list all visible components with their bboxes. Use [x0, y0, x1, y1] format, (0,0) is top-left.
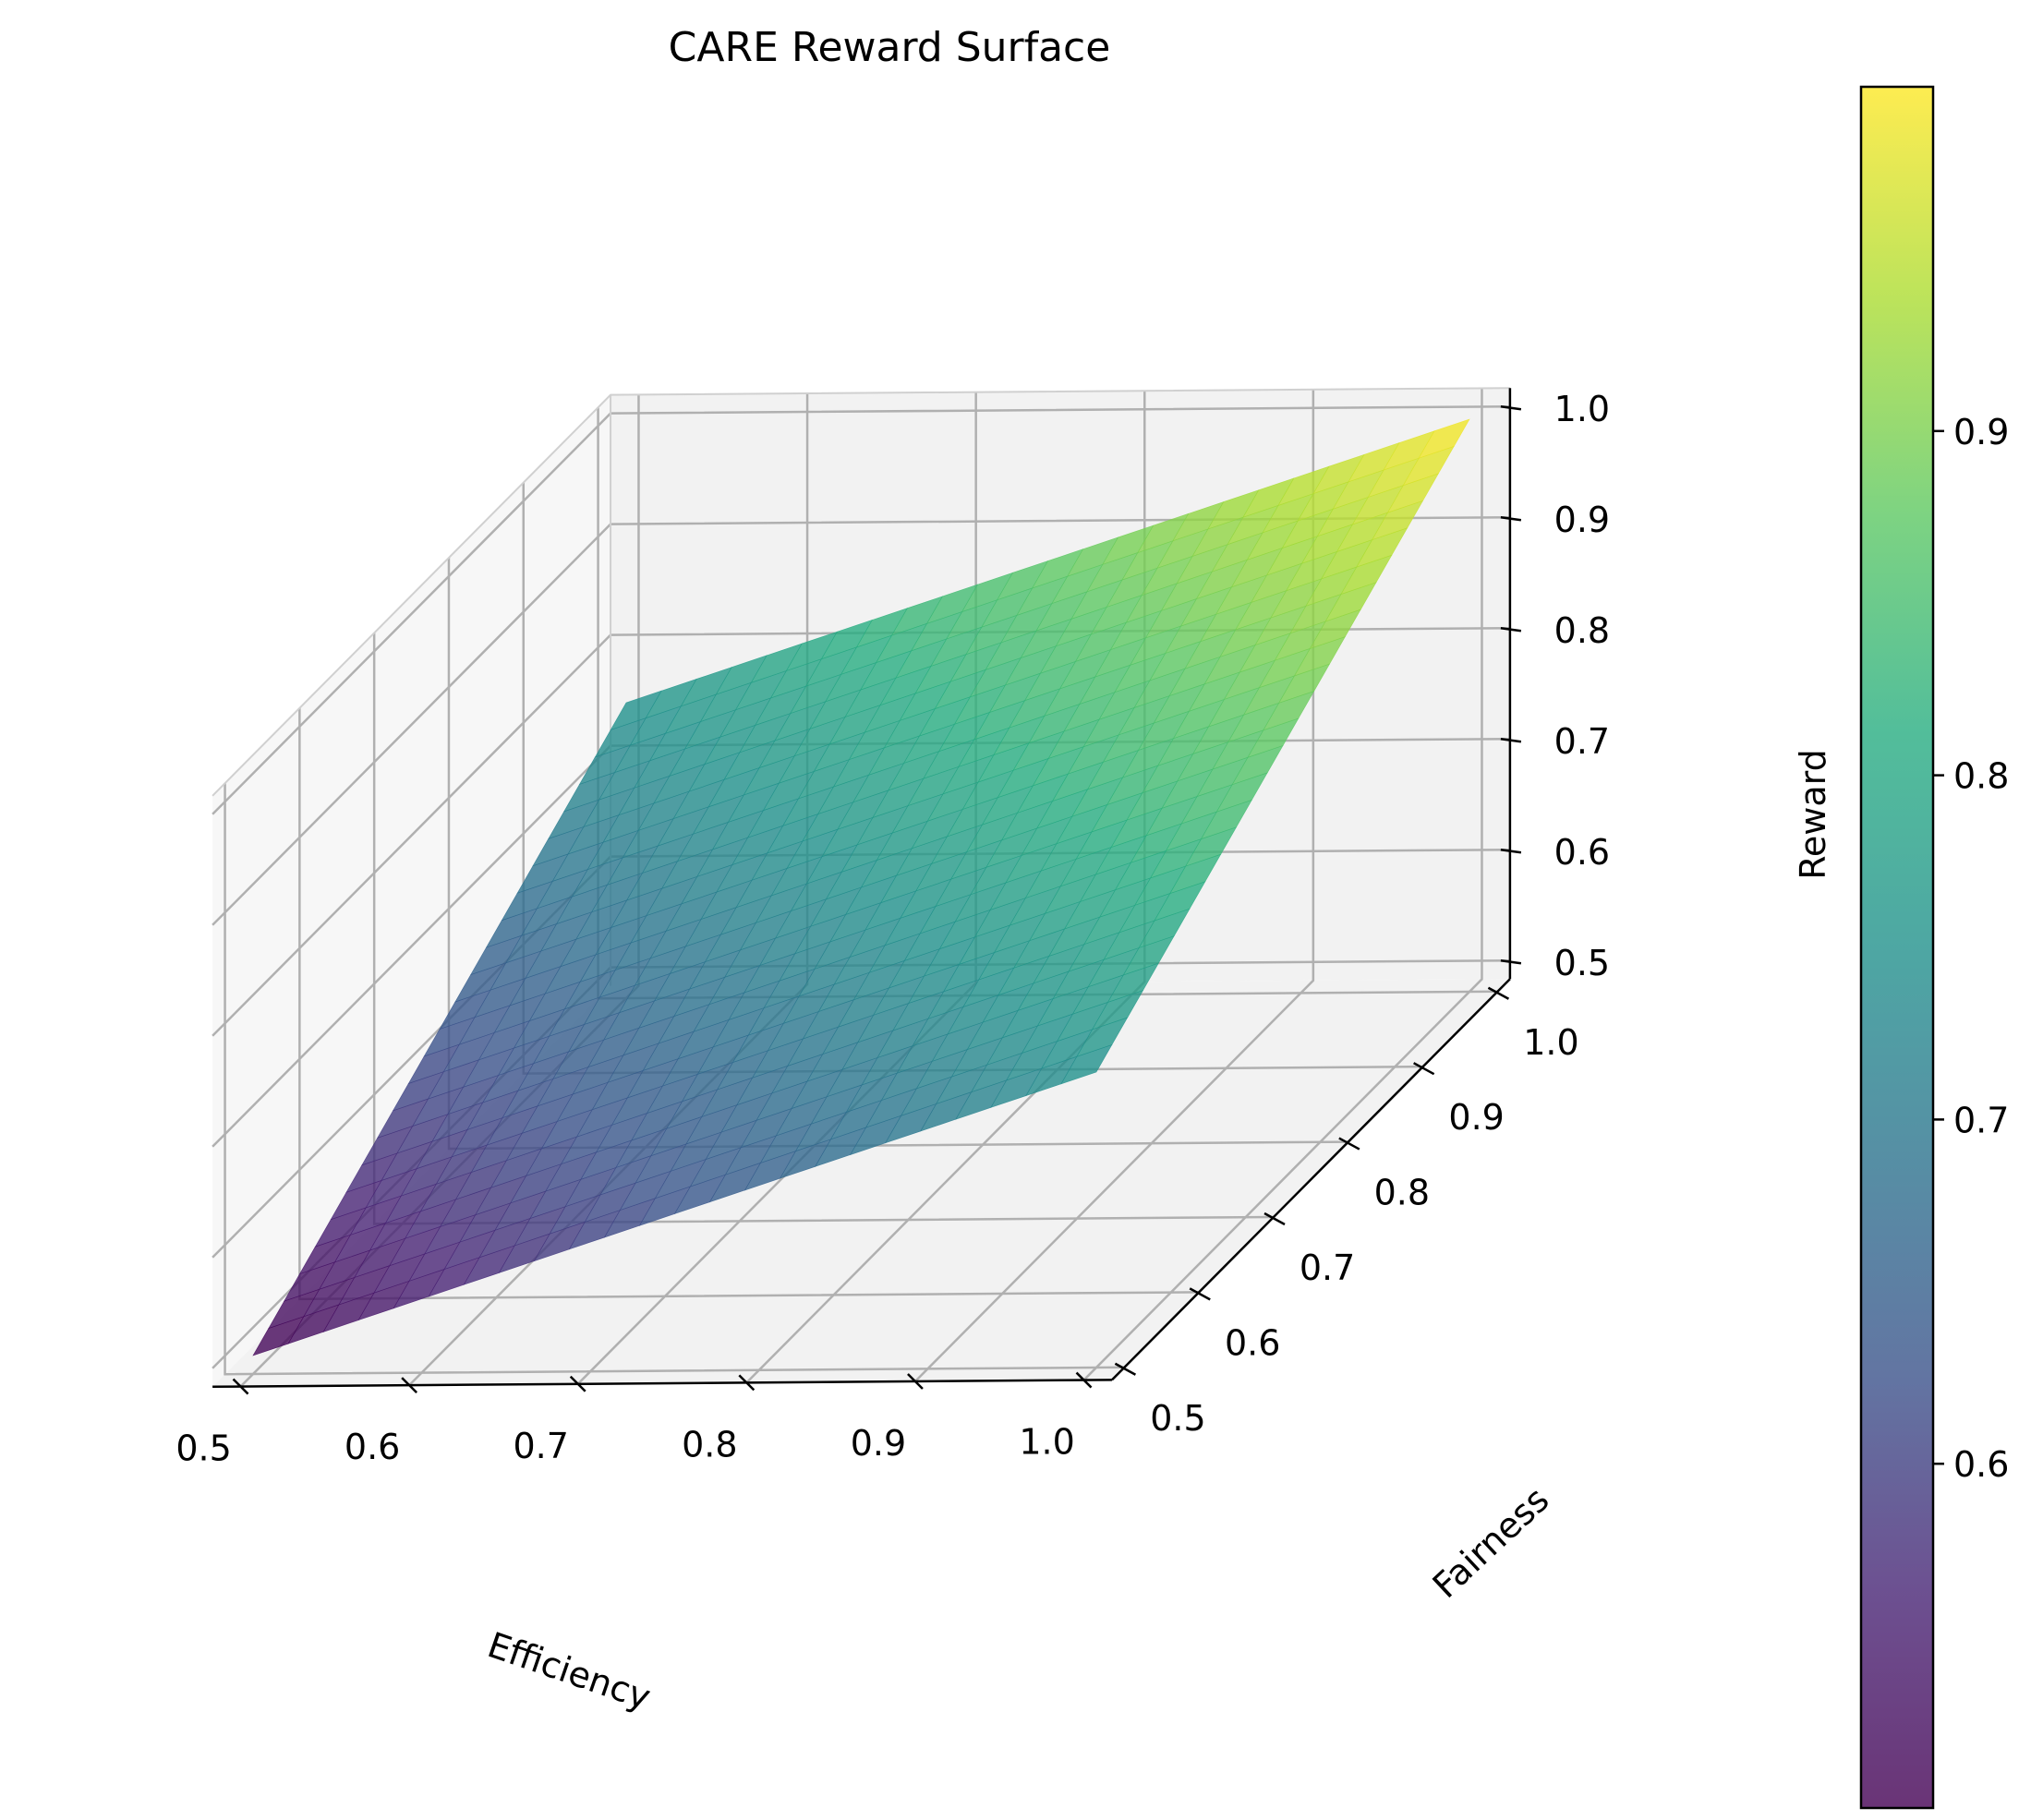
z-tick-label: 0.8 — [1554, 610, 1610, 651]
x-tick — [569, 1375, 586, 1392]
y-tick-label: 0.9 — [1448, 1097, 1504, 1138]
z-tick-label: 0.7 — [1554, 721, 1610, 762]
y-tick — [1413, 1062, 1435, 1076]
colorbar-tick-label: 0.8 — [1953, 756, 2009, 797]
x-axis-label: Efficiency — [483, 1624, 656, 1718]
chart-title: CARE Reward Surface — [669, 24, 1111, 71]
x-tick-label: 0.7 — [514, 1426, 569, 1466]
x-tick-label: 0.6 — [345, 1427, 400, 1467]
colorbar-tick-label: 0.6 — [1953, 1444, 2009, 1485]
y-tick-label: 0.5 — [1150, 1398, 1205, 1439]
z-tick-label: 0.6 — [1554, 832, 1610, 873]
z-tick — [1500, 958, 1522, 965]
z-tick — [1500, 848, 1522, 854]
gridline-y — [224, 783, 1125, 1376]
side-pane — [212, 394, 611, 1387]
y-tick — [1189, 1287, 1211, 1301]
colorbar-tick-label: 0.9 — [1953, 412, 2009, 452]
axis-ticks: 0.5 0.6 0.7 0.8 0.9 1.0 0.5 0.6 0.7 0.8 0.9 1.0 0.5 0… — [175, 389, 1610, 1468]
x-tick-label: 0.9 — [851, 1423, 906, 1464]
y-tick — [1487, 986, 1510, 1000]
x-tick-label: 0.5 — [175, 1428, 231, 1469]
gridline-x — [1082, 388, 1483, 1381]
z-tick — [1500, 737, 1522, 743]
z-tick-label: 0.9 — [1554, 500, 1610, 540]
z-tick — [1500, 515, 1522, 522]
colorbar-tick-label: 0.7 — [1953, 1100, 2009, 1140]
x-tick — [738, 1374, 756, 1392]
y-axis-label: Fairness — [1425, 1479, 1557, 1606]
colorbar: 0.6 0.7 0.8 0.9 — [1859, 85, 2009, 1810]
x-axis-line — [212, 1379, 1112, 1389]
x-tick-label: 0.8 — [682, 1424, 737, 1464]
z-tick — [1500, 404, 1522, 411]
y-tick — [1338, 1137, 1360, 1151]
z-tick-label: 0.5 — [1554, 943, 1610, 983]
reward-surface — [252, 418, 1470, 1356]
x-tick — [907, 1373, 924, 1390]
y-tick-label: 1.0 — [1523, 1022, 1578, 1063]
x-tick — [1075, 1371, 1093, 1389]
z-tick — [1500, 626, 1522, 633]
z-tick-label: 1.0 — [1554, 389, 1610, 429]
surface-patch — [252, 1316, 305, 1356]
x-tick-label: 1.0 — [1019, 1422, 1074, 1463]
colorbar-gradient — [1861, 87, 1933, 1808]
y-tick-label: 0.7 — [1300, 1247, 1355, 1288]
y-tick — [1263, 1211, 1286, 1226]
axis-lines — [212, 388, 1512, 1389]
colorbar-frame — [1859, 85, 1935, 1810]
x-tick — [232, 1378, 249, 1395]
y-tick-label: 0.8 — [1374, 1173, 1430, 1213]
y-tick-label: 0.6 — [1225, 1322, 1280, 1363]
z-axis-label: Reward — [1793, 749, 1833, 880]
y-axis-line — [1111, 978, 1511, 1381]
x-tick — [401, 1377, 418, 1394]
y-tick — [1114, 1362, 1137, 1376]
